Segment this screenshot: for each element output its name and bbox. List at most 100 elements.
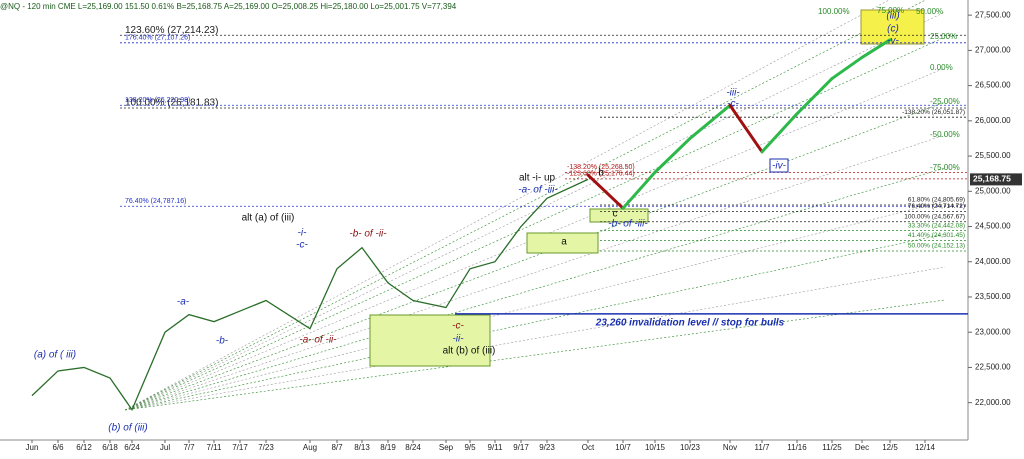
x-tick-label: 8/19 [380,443,396,452]
fan-line [124,134,946,411]
level-label: -138.20% (25,268.50) [567,164,635,171]
x-tick-label: Oct [582,443,595,452]
x-tick-label: Nov [723,443,737,452]
x-tick-label: 7/11 [207,443,223,452]
level-label: 76.40% (24,714.72) [908,203,965,210]
wave-label: a [561,237,567,248]
x-tick-label: 9/17 [513,443,529,452]
level-label: 100.00% (26,181.83) [125,98,218,109]
level-label: 138.20% (26,220.98) [125,97,190,104]
target-box [860,9,925,45]
level-label: 50.00% (24,152.13) [908,243,965,250]
x-tick-label: 12/5 [882,443,898,452]
wave-label: -v- [887,36,899,47]
fan-line [124,0,890,411]
x-tick-label: 8/13 [354,443,370,452]
y-tick-label: 27,500.00 [975,10,1011,19]
y-tick-label: 26,000.00 [975,116,1011,125]
fan-label: 100.00% [818,7,850,16]
x-tick-label: 7/17 [232,443,248,452]
x-tick-label: Aug [303,443,317,452]
y-tick-label: 22,000.00 [975,398,1011,407]
x-tick-label: 12/14 [915,443,936,452]
y-tick-label: 23,500.00 [975,292,1011,301]
gann-fan [124,0,946,411]
x-tick-label: 11/16 [787,443,807,452]
y-tick-label: 26,500.00 [975,81,1011,90]
x-tick-label: Dec [855,443,869,452]
wave-label: -iv- [772,161,787,172]
x-tick-label: 6/24 [124,443,140,452]
level-label: 123.60% (27,214.23) [125,25,218,36]
projection-segment [795,77,834,116]
wave-box [769,158,789,173]
wave-label: alt (b) of (iii) [443,346,496,357]
y-tick-label: 22,500.00 [975,363,1011,372]
wave-label: -iii- [726,88,740,99]
fan-label: -75.00% [930,163,960,172]
zone-box [369,314,491,367]
wave-label: (c) [887,24,899,35]
wave-label: -a- [177,297,190,308]
y-tick-label: 27,000.00 [975,45,1011,54]
wave-label: -b- of -iii- [608,219,648,230]
wave-label: (b) of (iii) [108,423,147,434]
level-label: 33.30% (24,442.08) [908,222,965,229]
zone-box [589,208,649,223]
level-label: 61.80% (24,805.69) [908,197,965,204]
wave-label: -ii- [452,334,464,345]
fan-line [124,0,927,411]
x-tick-label: 9/23 [539,443,555,452]
fan-label: 75.00% [877,6,904,15]
projection-segment [830,55,864,81]
wave-label: c [613,209,618,220]
y-tick-label: 23,000.00 [975,327,1011,336]
x-tick-label: 10/7 [615,443,631,452]
x-tick-label: 11/7 [755,443,771,452]
wave-label: b [598,168,604,179]
projection-segment [728,103,764,154]
projection-segment [760,112,799,154]
x-tick-label: Sep [439,443,454,452]
x-tick-label: 10/23 [680,443,701,452]
x-tick-label: 7/23 [258,443,274,452]
projection-segment [860,38,892,59]
x-tick-label: 11/25 [822,443,842,452]
last-price-box [970,173,1022,186]
projection-segment [653,136,692,174]
wave-label: alt (a) of (iii) [242,213,295,224]
level-label: -138.20% (26,051.87) [902,109,965,116]
fan-label: -50.00% [930,130,960,139]
x-tick-label: 6/6 [52,443,64,452]
wave-label: -c- [296,240,308,251]
y-tick-label: 25,000.00 [975,186,1011,195]
zone-box [526,232,599,254]
projection-segment [621,170,657,210]
fan-line [124,266,946,411]
last-price-label: 25,168.75 [973,174,1011,184]
projection-segment [586,173,625,210]
x-tick-label: 8/24 [405,443,421,452]
x-tick-label: 6/12 [76,443,92,452]
fan-line [124,101,946,411]
wave-label: -a- of -iii- [518,185,558,196]
fan-label: -25.00% [930,97,960,106]
invalidation-label: 23,260 invalidation level // stop for bu… [595,318,785,329]
level-label: -123.60% (25,176.44) [567,171,635,178]
y-tick-label: 25,500.00 [975,151,1011,160]
fan-line [124,167,946,411]
x-tick-label: 8/7 [331,443,343,452]
x-tick-label: Jul [160,443,170,452]
projection-segment [688,103,732,140]
x-tick-label: 6/18 [102,443,118,452]
fan-line [124,299,946,411]
wave-label: -c- [727,99,739,110]
wave-label: -b- of -ii- [349,229,387,240]
wave-label: -a- of -ii- [299,335,337,346]
x-tick-label: 9/5 [464,443,476,452]
x-tick-label: 9/11 [488,443,504,452]
level-label: 41.40% (24,301.45) [908,232,965,239]
y-tick-label: 24,000.00 [975,257,1011,266]
wave-label: -i- [298,228,308,239]
